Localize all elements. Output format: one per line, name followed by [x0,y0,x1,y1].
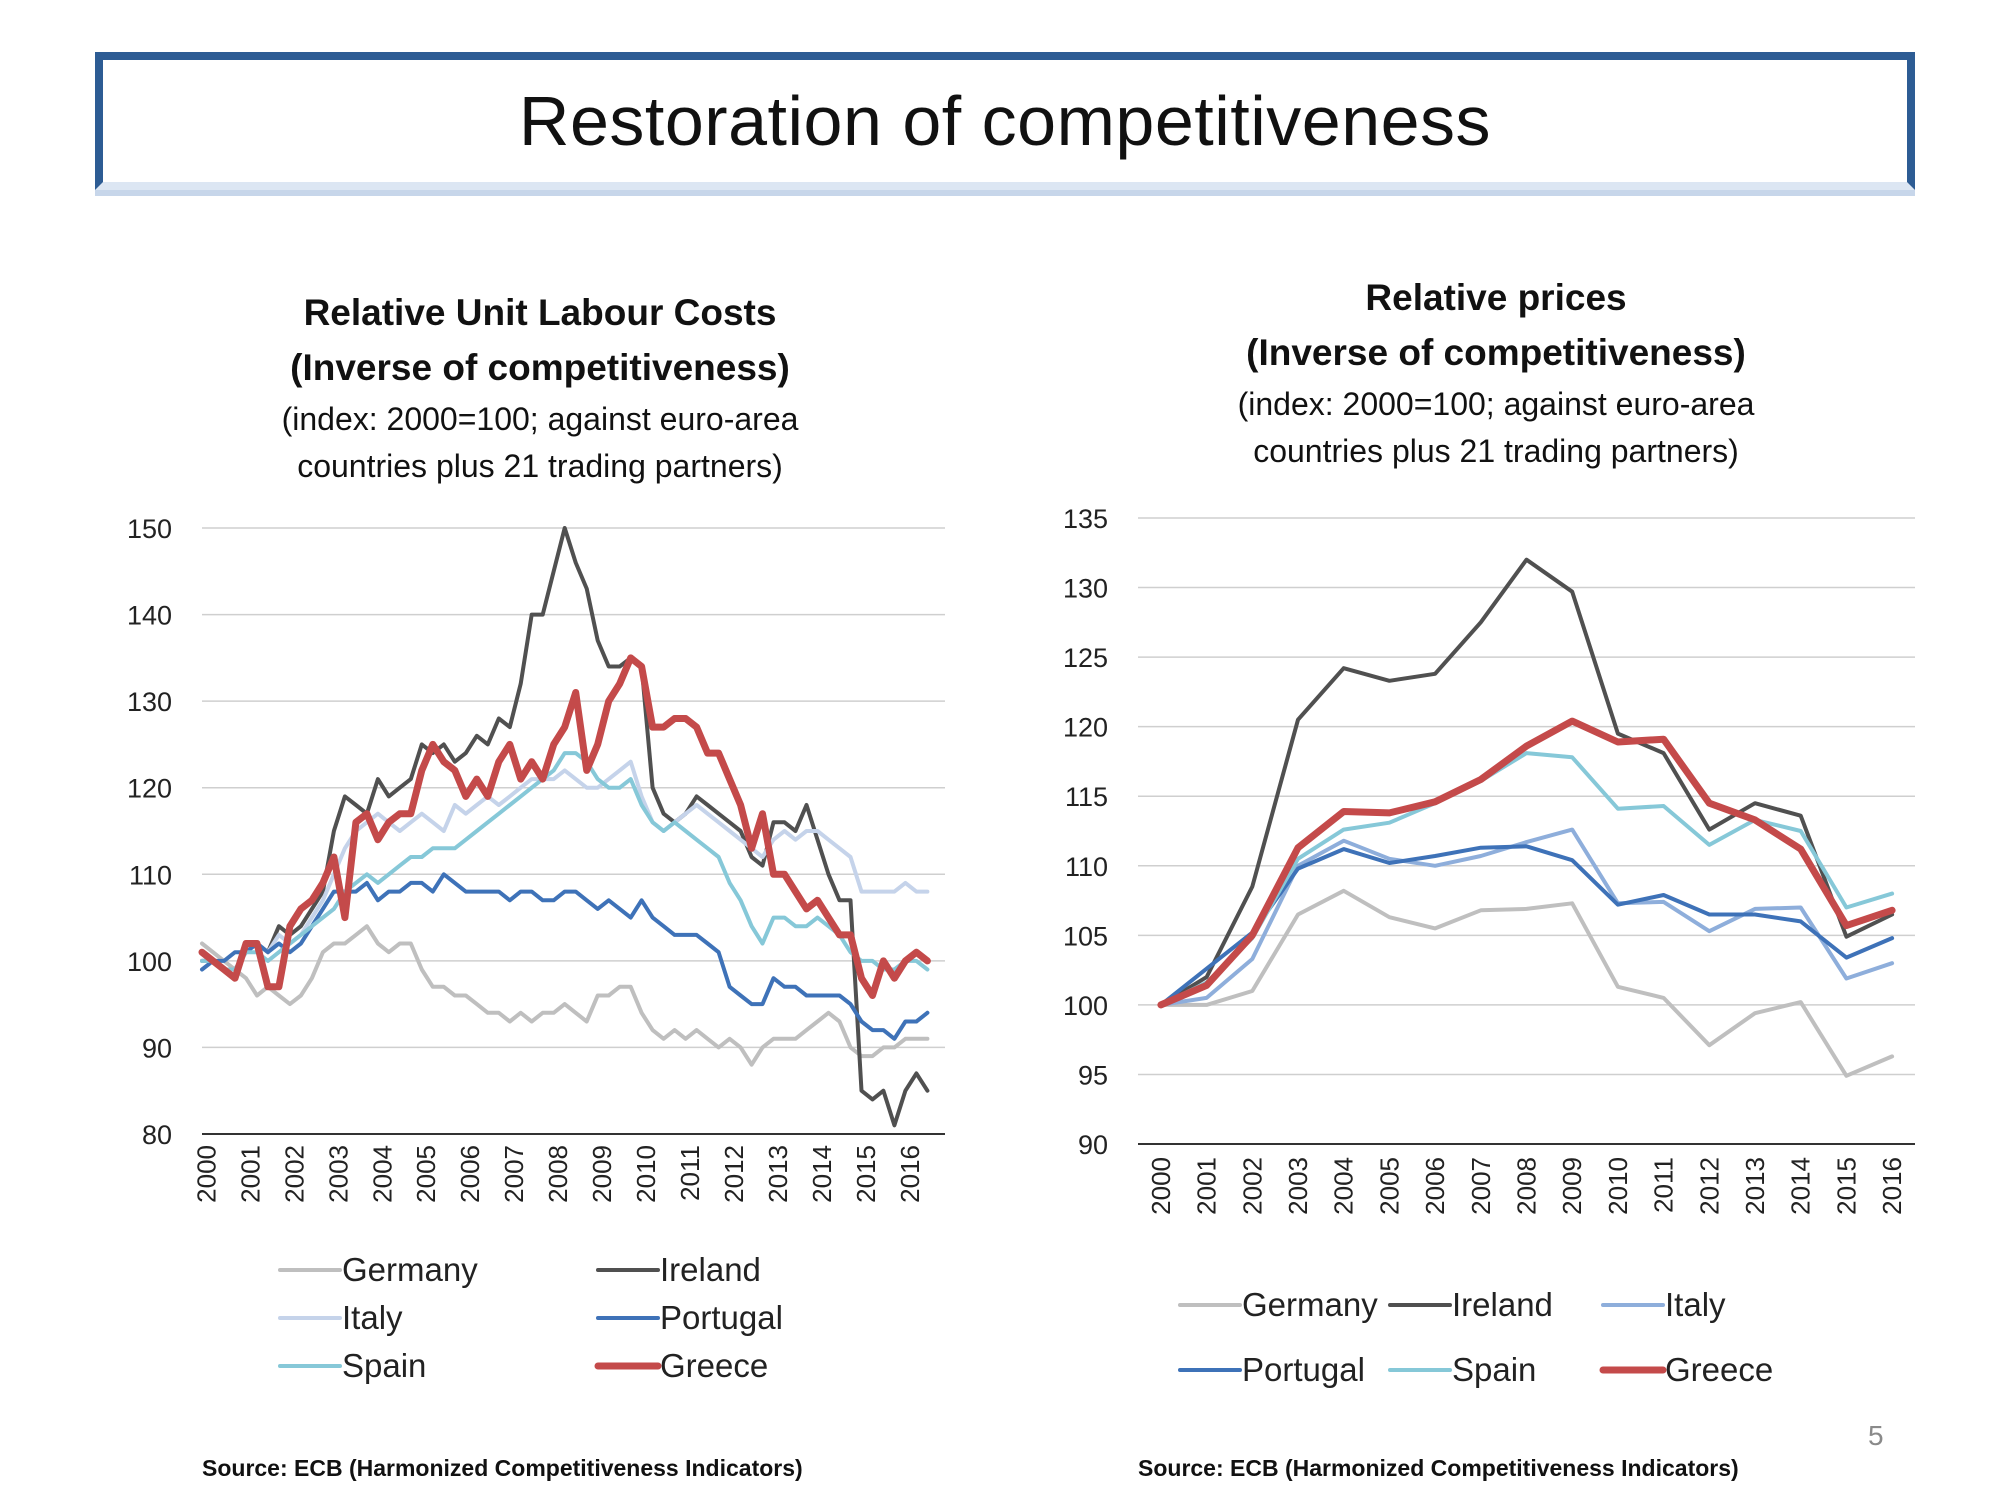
x-tick-label: 2011 [675,1145,705,1201]
x-tick-label: 2004 [1329,1157,1359,1215]
left-chart-title: Relative Unit Labour Costs (Inverse of c… [140,285,940,395]
left-chart-title-line1: Relative Unit Labour Costs [303,292,777,333]
right-chart-title: Relative prices (Inverse of competitiven… [1096,270,1896,380]
y-tick-label: 100 [1063,991,1108,1021]
legend-label-spain: Spain [342,1347,426,1384]
right-chart-title-line1: Relative prices [1365,277,1627,318]
page-number: 5 [1868,1420,1884,1451]
x-tick-label: 2011 [1649,1157,1679,1213]
x-tick-label: 2001 [235,1145,265,1203]
y-tick-label: 90 [1078,1130,1108,1160]
series-line-italy [1158,827,1895,1007]
x-tick-label: 2007 [1466,1157,1496,1215]
y-tick-label: 130 [127,687,172,717]
x-tick-label: 2012 [1694,1157,1724,1215]
x-tick-label: 2014 [1786,1157,1816,1215]
left-chart: 80 90 100 110 120 130 140 150 2000 2001 2002 2003 20… [127,514,945,1384]
x-tick-label: 2006 [455,1145,485,1203]
legend-label-ireland: Ireland [660,1251,761,1288]
x-tick-label: 2013 [1740,1157,1770,1215]
y-tick-label: 150 [127,514,172,544]
y-tick-label: 100 [127,947,172,977]
x-tick-label: 2016 [895,1145,925,1203]
page-title: Restoration of competitiveness [518,82,1492,160]
series-line-italy [200,759,930,972]
x-tick-label: 2013 [763,1145,793,1203]
series-line-spain [200,751,930,972]
legend-label-spain: Spain [1452,1351,1536,1388]
series-line-portugal [1158,844,1895,1007]
y-tick-label: 120 [127,774,172,804]
y-tick-label: 130 [1063,574,1108,604]
title-bar: Restoration of competitiveness [95,52,1915,190]
x-tick-label: 2008 [543,1145,573,1203]
x-tick-label: 2012 [719,1145,749,1203]
x-tick-label: 2009 [1557,1157,1587,1215]
series-line-ireland [1158,557,1895,1007]
y-tick-label: 95 [1078,1060,1108,1090]
series-line-portugal [200,872,930,1041]
right-chart-subtitle-line2: countries plus 21 trading partners) [1253,433,1739,469]
x-tick-label: 2014 [807,1145,837,1203]
y-tick-label: 125 [1063,643,1108,673]
y-tick-label: 135 [1063,504,1108,534]
legend-label-greece: Greece [1665,1351,1773,1388]
y-tick-label: 80 [142,1120,172,1150]
right-chart: 90 95 100 105 110 115 120 125 130 135 2000 2001 2002… [1063,504,1915,1388]
legend-label-italy: Italy [1665,1286,1726,1323]
x-tick-label: 2004 [367,1145,397,1203]
x-tick-label: 2007 [499,1145,529,1203]
y-tick-label: 105 [1063,921,1108,951]
x-tick-label: 2016 [1877,1157,1907,1215]
y-tick-label: 115 [1065,782,1108,812]
y-tick-label: 110 [1065,852,1108,882]
series-line-greece [198,654,931,999]
legend-label-portugal: Portugal [660,1299,783,1336]
left-chart-subtitle-line1: (index: 2000=100; against euro-area [281,401,799,437]
left-chart-subtitle: (index: 2000=100; against euro-area coun… [140,396,940,490]
y-tick-label: 120 [1063,713,1108,743]
series-line-germany [1158,888,1895,1078]
legend-label-ireland: Ireland [1452,1286,1553,1323]
x-tick-label: 2002 [279,1145,309,1203]
x-tick-label: 2003 [1283,1157,1313,1215]
y-tick-label: 110 [129,860,172,890]
x-tick-label: 2000 [1146,1157,1176,1215]
x-tick-label: 2015 [1831,1157,1861,1215]
x-tick-label: 2015 [851,1145,881,1203]
y-tick-label: 90 [142,1033,172,1063]
right-chart-subtitle: (index: 2000=100; against euro-area coun… [1096,381,1896,475]
legend-label-portugal: Portugal [1242,1351,1365,1388]
series-line-greece [1157,717,1896,1009]
x-tick-label: 2003 [323,1145,353,1203]
series-line-germany [200,924,930,1067]
right-chart-source: Source: ECB (Harmonized Competitiveness … [1138,1455,1739,1481]
legend-label-greece: Greece [660,1347,768,1384]
x-tick-label: 2002 [1237,1157,1267,1215]
left-chart-source: Source: ECB (Harmonized Competitiveness … [202,1455,803,1481]
legend-label-italy: Italy [342,1299,403,1336]
left-chart-title-line2: (Inverse of competitiveness) [290,347,790,388]
y-tick-label: 140 [127,601,172,631]
series-line-spain [1158,751,1895,1007]
x-tick-label: 2005 [411,1145,441,1203]
x-tick-label: 2008 [1512,1157,1542,1215]
right-chart-title-line2: (Inverse of competitiveness) [1246,332,1746,373]
x-tick-label: 2001 [1192,1157,1222,1215]
right-chart-subtitle-line1: (index: 2000=100; against euro-area [1237,386,1755,422]
series-line-ireland [200,526,930,1128]
legend-label-germany: Germany [1242,1286,1378,1323]
legend-label-germany: Germany [342,1251,478,1288]
left-chart-subtitle-line2: countries plus 21 trading partners) [297,448,783,484]
x-tick-label: 2000 [191,1145,221,1203]
x-tick-label: 2010 [631,1145,661,1203]
x-tick-label: 2006 [1420,1157,1450,1215]
x-tick-label: 2009 [587,1145,617,1203]
x-tick-label: 2010 [1603,1157,1633,1215]
x-tick-label: 2005 [1374,1157,1404,1215]
